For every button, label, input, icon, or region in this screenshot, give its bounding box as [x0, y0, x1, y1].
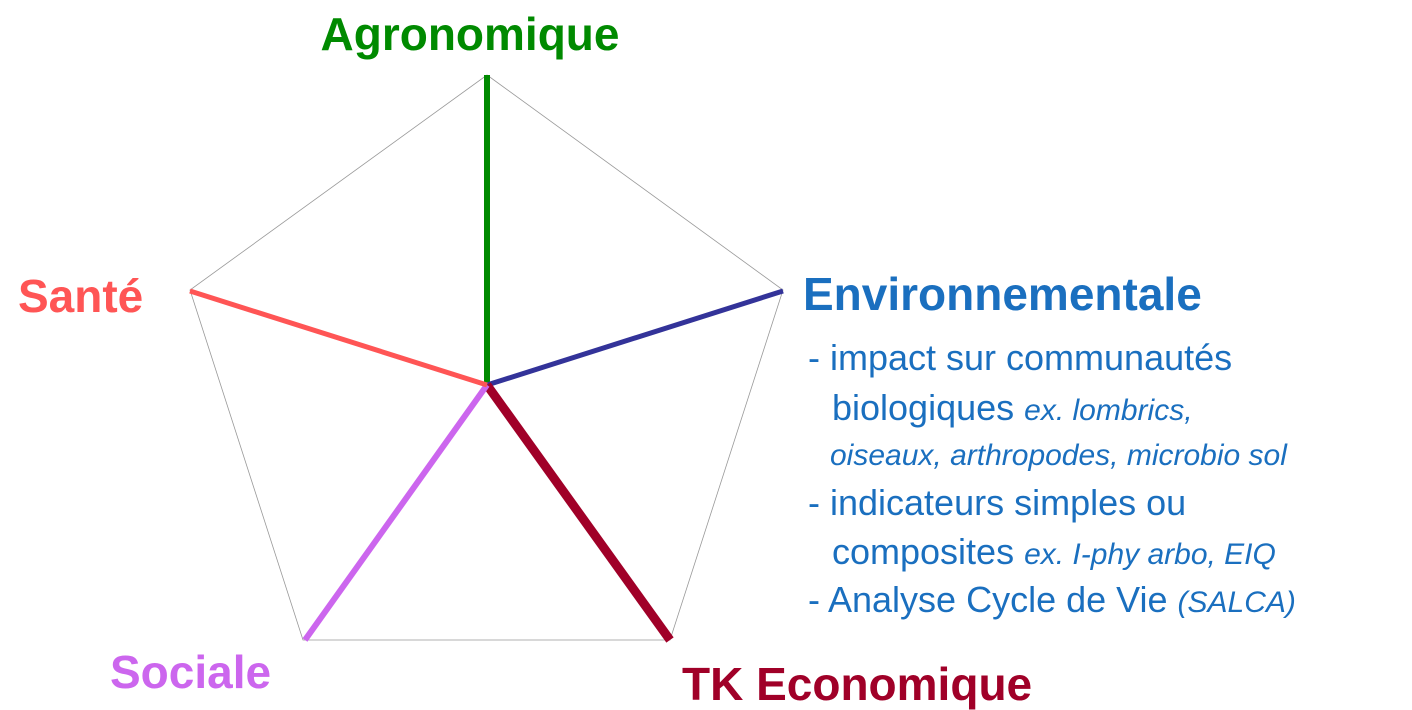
detail-text: - Analyse Cycle de Vie	[808, 579, 1168, 620]
detail-example: ex. I-phy arbo, EIQ	[1024, 538, 1276, 571]
detail-text: - indicateurs simples ou	[808, 482, 1186, 523]
axis-label: TK Economique	[682, 658, 1032, 710]
detail-line: - Analyse Cycle de Vie (SALCA)	[808, 579, 1296, 620]
detail-example: oiseaux, arthropodes, microbio sol	[830, 439, 1288, 472]
spoke-environnementale	[486, 288, 784, 388]
axis-label: Environnementale	[803, 268, 1202, 320]
detail-text: - impact sur communautés	[808, 337, 1232, 378]
spoke-economique	[483, 382, 674, 643]
detail-line: biologiques ex. lombrics,	[832, 387, 1193, 428]
axis-label: Santé	[18, 270, 143, 322]
detail-line: - indicateurs simples ou	[808, 482, 1186, 523]
pentagon	[189, 74, 784, 641]
axis-label: Sociale	[110, 646, 271, 698]
detail-example: (SALCA)	[1178, 586, 1296, 619]
detail-text: biologiques	[832, 387, 1014, 428]
axis-label: Agronomique	[321, 8, 620, 60]
spoke-sante	[189, 288, 488, 388]
detail-example: ex. lombrics,	[1024, 394, 1192, 427]
detail-line: - impact sur communautés	[808, 337, 1232, 378]
detail-line: composites ex. I-phy arbo, EIQ	[832, 531, 1276, 572]
detail-text: composites	[832, 531, 1014, 572]
spoke-sociale	[302, 383, 490, 642]
detail-line: oiseaux, arthropodes, microbio sol	[830, 439, 1288, 472]
